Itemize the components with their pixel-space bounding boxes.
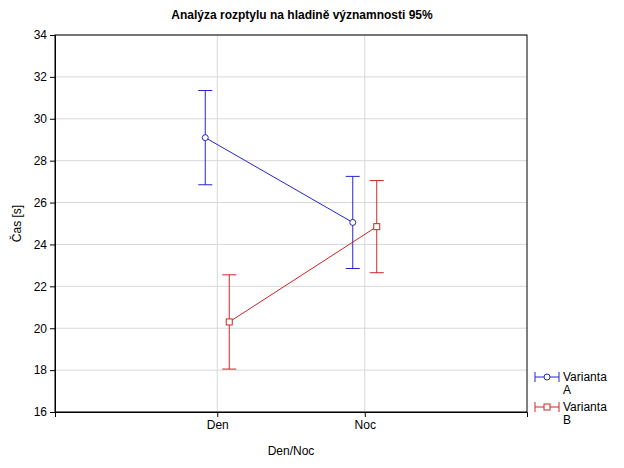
grid-line — [55, 118, 527, 119]
y-tick-mark — [50, 370, 55, 371]
y-tick-label: 20 — [34, 322, 48, 336]
error-bar — [198, 91, 212, 185]
data-layer — [198, 91, 384, 370]
grid-line — [217, 35, 218, 412]
error-bar — [346, 176, 360, 268]
y-tick: 22 — [34, 280, 55, 294]
y-tick-mark — [50, 328, 55, 329]
x-tick: Den — [207, 412, 229, 432]
y-tick: 18 — [34, 363, 55, 377]
grid-line — [364, 35, 365, 412]
x-tick-mark — [217, 412, 218, 417]
point — [350, 219, 356, 225]
error-bar-cap — [346, 176, 360, 177]
y-tick: 34 — [34, 28, 55, 42]
grid-line — [55, 202, 527, 203]
x-tick-mark — [365, 412, 366, 417]
x-axis: Den Noc — [56, 412, 528, 432]
point — [202, 135, 208, 141]
series-line — [229, 227, 377, 322]
grid-line — [55, 160, 527, 161]
y-tick: 32 — [34, 70, 55, 84]
y-label: Čas [s] — [9, 205, 24, 242]
legend-marker — [544, 404, 550, 410]
y-tick-label: 34 — [34, 28, 48, 42]
error-bar-cap — [198, 184, 212, 185]
y-tick-mark — [50, 244, 55, 245]
legend-item: VariantaA — [535, 370, 607, 397]
legend-cap — [559, 372, 560, 382]
x-tick-label: Noc — [355, 418, 376, 432]
legend-marker — [544, 374, 550, 380]
error-bar-cap — [222, 274, 236, 275]
y-tick: 26 — [34, 196, 55, 210]
y-tick: 30 — [34, 112, 55, 126]
error-bar-cap — [222, 369, 236, 370]
y-axis: 16 18 20 22 24 26 28 30 32 34 — [34, 28, 56, 419]
plot-frame — [55, 35, 527, 412]
grid-line — [55, 328, 527, 329]
y-tick-mark — [50, 286, 55, 287]
error-bar-cap — [370, 180, 384, 181]
error-bar — [222, 275, 236, 369]
y-tick-mark — [50, 161, 55, 162]
x-label: Den/Noc — [268, 444, 315, 458]
y-tick-mark — [50, 77, 55, 78]
legend-label: VariantaB — [563, 400, 607, 427]
title: Analýza rozptylu na hladině významnosti … — [171, 8, 433, 22]
error-bar-cap — [370, 272, 384, 273]
point — [374, 224, 380, 230]
y-tick-label: 16 — [34, 405, 48, 419]
y-tick-label: 22 — [34, 280, 48, 294]
legend-label: VariantaA — [563, 370, 607, 397]
plot: 16 18 20 22 24 26 28 30 32 34 Den Noc — [34, 28, 528, 431]
y-tick-label: 18 — [34, 363, 48, 377]
y-tick-label: 26 — [34, 196, 48, 210]
x-tick-label: Den — [207, 418, 229, 432]
y-tick-label: 24 — [34, 238, 48, 252]
y-tick-mark — [50, 412, 55, 413]
legend-cap — [559, 402, 560, 412]
error-bar-cap — [346, 268, 360, 269]
grid-line — [55, 370, 527, 371]
grid-line — [55, 244, 527, 245]
legend-item: VariantaB — [535, 400, 607, 427]
x-tick: Noc — [355, 412, 376, 432]
y-tick-label: 30 — [34, 112, 48, 126]
y-tick: 20 — [34, 322, 55, 336]
grid-line — [55, 286, 527, 287]
chart: 16 18 20 22 24 26 28 30 32 34 Den Noc Analýza rozpty… — [0, 0, 624, 468]
y-tick-label: 28 — [34, 154, 48, 168]
y-tick-mark — [50, 203, 55, 204]
legend: VariantaA VariantaB — [535, 370, 607, 427]
error-bar — [370, 181, 384, 273]
point — [226, 319, 232, 325]
y-tick-label: 32 — [34, 70, 48, 84]
grid — [55, 35, 527, 412]
grid-line — [55, 76, 527, 77]
y-tick: 28 — [34, 154, 55, 168]
y-tick-mark — [50, 35, 55, 36]
y-tick: 24 — [34, 238, 55, 252]
legend-cap — [535, 402, 536, 412]
x-axis-line — [56, 413, 528, 418]
legend-cap — [535, 372, 536, 382]
series-line — [205, 138, 353, 223]
y-tick-mark — [50, 119, 55, 120]
error-bar-cap — [198, 90, 212, 91]
y-tick: 16 — [34, 405, 55, 419]
